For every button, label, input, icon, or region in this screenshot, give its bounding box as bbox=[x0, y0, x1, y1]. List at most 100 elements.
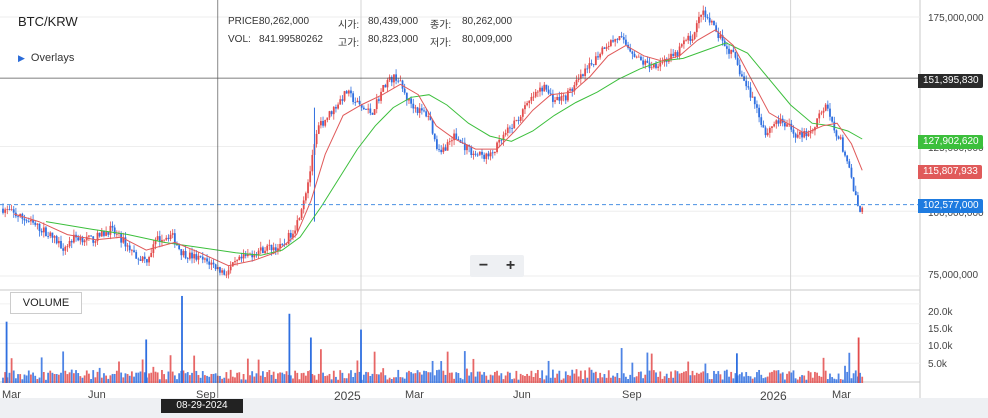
volume-bar bbox=[773, 370, 776, 383]
volume-bar bbox=[268, 370, 271, 383]
volume-bar bbox=[730, 371, 733, 383]
volume-bar bbox=[62, 351, 65, 383]
candle-body bbox=[622, 37, 625, 40]
candle-body bbox=[231, 262, 234, 267]
volume-bar bbox=[571, 369, 574, 383]
volume-bar bbox=[487, 379, 490, 383]
candle-body bbox=[378, 99, 380, 101]
volume-bar bbox=[547, 360, 550, 383]
candle-body bbox=[807, 133, 810, 137]
overlays-toggle[interactable]: ▶ Overlays bbox=[18, 52, 74, 64]
volume-bar bbox=[721, 379, 724, 383]
volume-bar bbox=[270, 374, 273, 383]
volume-bar bbox=[264, 377, 266, 383]
volume-bar bbox=[21, 379, 24, 383]
candle-body bbox=[287, 232, 290, 244]
info-vol-label: VOL: bbox=[228, 34, 251, 45]
candle-body bbox=[107, 232, 110, 235]
candle-body bbox=[234, 261, 236, 263]
candle-body bbox=[848, 161, 851, 168]
candle-body bbox=[481, 151, 483, 155]
candle-body bbox=[768, 127, 771, 133]
candle-body bbox=[786, 124, 788, 127]
volume-bar bbox=[405, 372, 408, 383]
volume-bar bbox=[562, 378, 565, 383]
candle-body bbox=[674, 52, 677, 56]
volume-bar bbox=[92, 370, 95, 383]
volume-bar bbox=[388, 377, 391, 383]
volume-bar bbox=[49, 370, 52, 383]
volume-bar bbox=[753, 377, 756, 383]
vol-tick-label: 20.0k bbox=[928, 307, 953, 318]
volume-bar bbox=[672, 377, 675, 383]
candle-body bbox=[554, 100, 556, 102]
zoom-controls: − + bbox=[470, 255, 524, 277]
volume-bar bbox=[597, 378, 599, 383]
zoom-in-button[interactable]: + bbox=[505, 257, 516, 274]
volume-bar bbox=[691, 370, 694, 383]
volume-bar bbox=[8, 372, 11, 383]
volume-bar bbox=[55, 374, 58, 383]
candle-body bbox=[6, 209, 9, 211]
candle-body bbox=[442, 147, 445, 153]
candle-body bbox=[88, 235, 90, 237]
volume-bar bbox=[143, 372, 146, 383]
volume-bar bbox=[534, 373, 537, 383]
volume-bar bbox=[590, 369, 593, 383]
volume-bar bbox=[401, 377, 404, 383]
candle-body bbox=[725, 46, 728, 49]
volume-bar bbox=[285, 371, 288, 383]
candle-body bbox=[562, 95, 565, 97]
volume-spike bbox=[736, 353, 738, 383]
volume-bar bbox=[113, 373, 116, 383]
volume-bar bbox=[350, 370, 352, 383]
volume-bar bbox=[403, 378, 406, 383]
y-tick-label: 75,000,000 bbox=[928, 270, 979, 281]
volume-bar bbox=[88, 373, 90, 383]
candle-body bbox=[743, 76, 745, 81]
volume-bar bbox=[453, 378, 455, 383]
candle-body bbox=[81, 237, 84, 243]
candle-body bbox=[547, 89, 550, 94]
volume-bar bbox=[850, 378, 853, 383]
candle-body bbox=[341, 99, 344, 101]
volume-bar bbox=[678, 373, 681, 383]
candle-body bbox=[94, 241, 97, 243]
candle-body bbox=[191, 252, 193, 259]
volume-bar bbox=[601, 377, 604, 383]
zoom-out-button[interactable]: − bbox=[478, 257, 489, 274]
volume-bar bbox=[648, 370, 651, 383]
candle-body bbox=[410, 98, 413, 104]
volume-bar bbox=[481, 374, 483, 383]
volume-bar bbox=[380, 372, 382, 383]
volume-bar bbox=[34, 375, 37, 383]
info-vol-value: 841.99580262 bbox=[259, 34, 323, 45]
volume-bar bbox=[502, 379, 505, 383]
volume-bar bbox=[801, 375, 803, 383]
candle-body bbox=[414, 107, 417, 109]
volume-bar bbox=[708, 379, 711, 383]
candle-body bbox=[146, 259, 148, 263]
candle-body bbox=[120, 233, 123, 243]
volume-bar bbox=[483, 372, 486, 383]
candle-body bbox=[227, 270, 230, 275]
candle-body bbox=[53, 236, 56, 238]
candle-body bbox=[100, 230, 103, 237]
volume-bar bbox=[42, 372, 45, 383]
candle-body bbox=[829, 108, 831, 117]
volume-bar bbox=[431, 360, 434, 383]
volume-bar bbox=[51, 372, 54, 383]
volume-bar bbox=[549, 377, 552, 383]
volume-bar bbox=[75, 370, 77, 383]
candle-body bbox=[163, 239, 165, 241]
candle-body bbox=[109, 225, 112, 235]
volume-bar bbox=[854, 370, 857, 383]
volume-bar bbox=[620, 348, 623, 383]
candle-body bbox=[345, 91, 348, 94]
volume-bar bbox=[440, 361, 443, 383]
candle-body bbox=[210, 262, 213, 265]
candle-body bbox=[292, 233, 294, 238]
candle-body bbox=[792, 129, 795, 134]
volume-bar bbox=[573, 373, 576, 383]
